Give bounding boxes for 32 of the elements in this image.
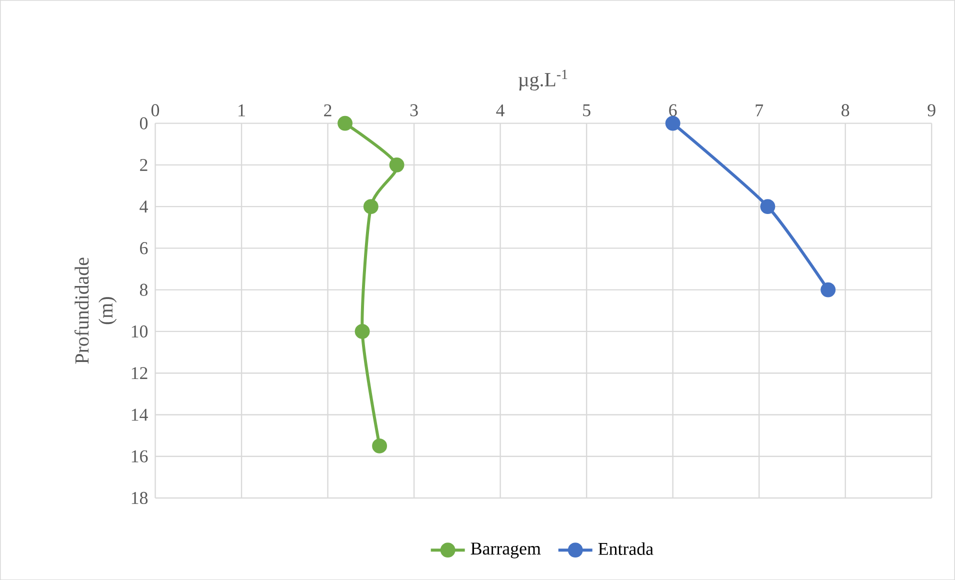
y-axis-title: Profundidade (m)	[74, 258, 117, 364]
legend-label: Entrada	[598, 542, 654, 555]
y-tick-label: 12	[132, 367, 148, 379]
x-tick-label: 1	[238, 104, 245, 116]
y-tick-label: 14	[132, 408, 148, 420]
y-tick-label: 6	[140, 242, 148, 254]
x-tick-label: 3	[410, 104, 418, 116]
point	[820, 282, 836, 298]
x-tick-label: 2	[324, 104, 332, 116]
point	[760, 198, 776, 214]
point	[389, 157, 404, 172]
x-tick-label: 0	[151, 104, 160, 116]
point	[372, 438, 388, 454]
x-tick-label: 4	[496, 104, 505, 116]
x-tick-label: 8	[842, 104, 850, 116]
x-tick-label: 7	[756, 104, 764, 116]
x-tick-label: 6	[669, 104, 677, 116]
y-tick-label: 10	[132, 325, 148, 338]
y-tick-label: 18	[132, 492, 148, 504]
legend-label: Barragem	[470, 542, 541, 558]
point	[665, 116, 680, 131]
x-tick-label: 9	[928, 104, 936, 116]
point	[363, 198, 378, 214]
y-tick-label: 4	[140, 200, 148, 212]
point	[354, 324, 370, 339]
point	[338, 116, 353, 131]
y-tick-label: 0	[140, 117, 148, 130]
x-axis-title: µg.L$^{-1}$	[518, 70, 568, 90]
y-tick-label: 16	[132, 450, 148, 462]
x-tick-label: 5	[583, 104, 590, 116]
y-tick-label: 2	[140, 158, 148, 171]
y-tick-label: 8	[140, 284, 148, 296]
